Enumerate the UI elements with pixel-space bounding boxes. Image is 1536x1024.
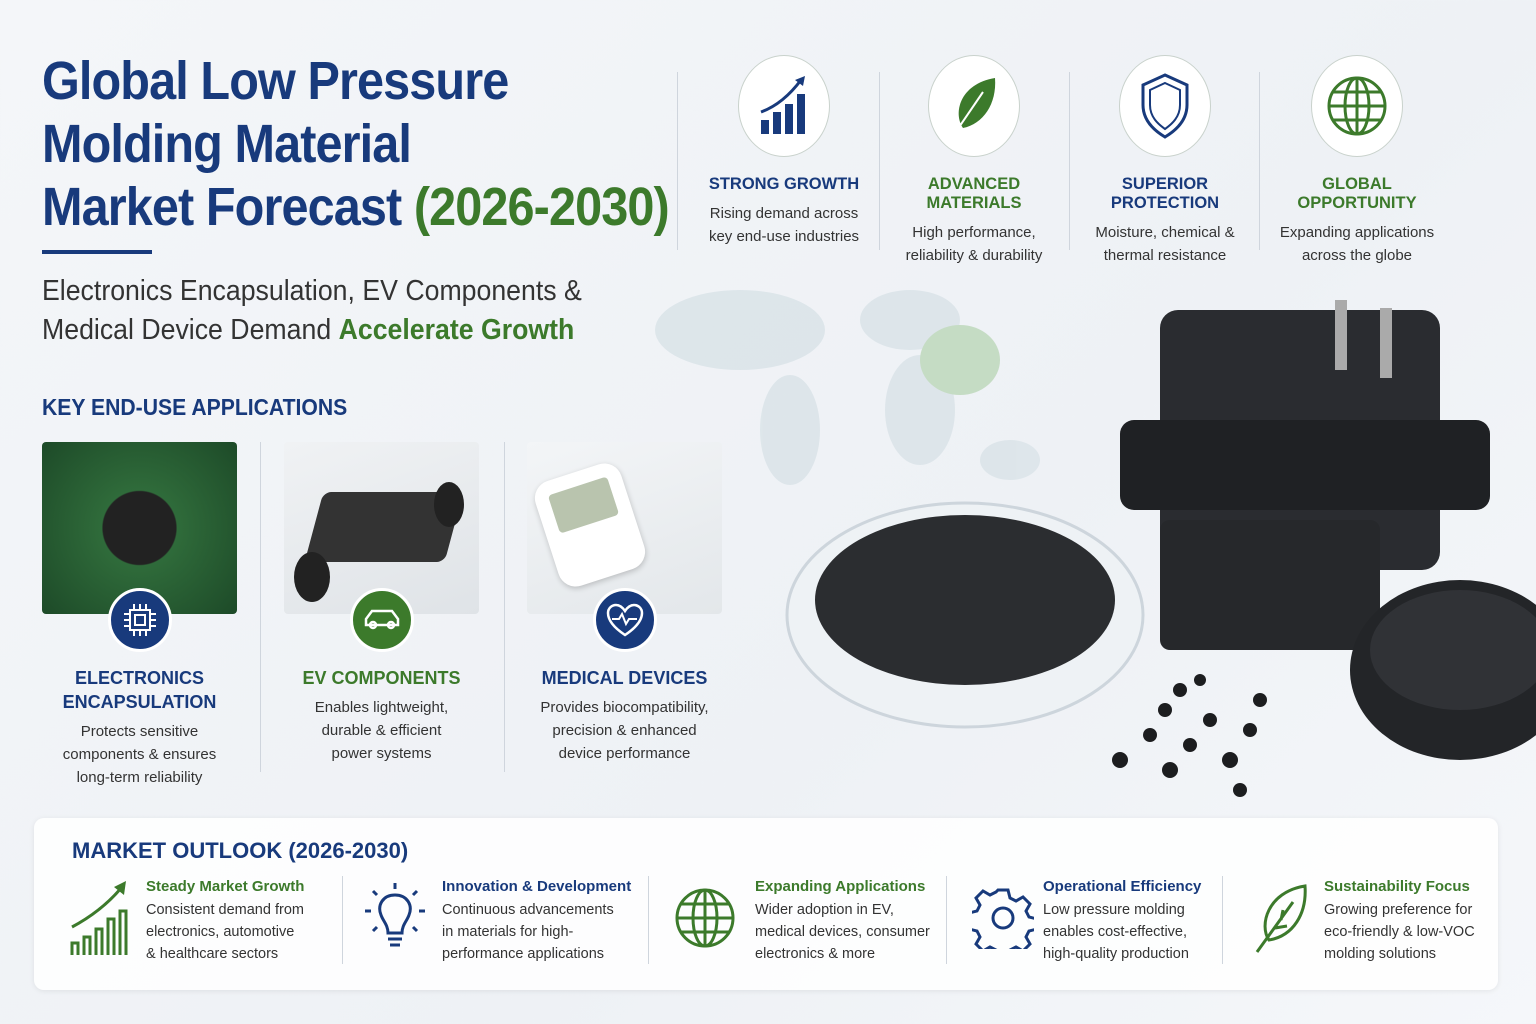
ev-chassis-photo xyxy=(284,442,479,614)
application-ev: EV COMPONENTS Enables lightweight, durabl… xyxy=(284,442,479,765)
divider xyxy=(342,876,343,964)
outlook-item-efficiency: Operational Efficiency Low pressure moldi… xyxy=(968,878,1263,965)
outlook-item-growth: Steady Market Growth Consistent demand fr… xyxy=(64,878,359,965)
globe-icon xyxy=(675,888,735,948)
page-title: Global Low Pressure Molding Material Mar… xyxy=(42,51,670,237)
medical-device-photo xyxy=(527,442,722,614)
divider xyxy=(648,876,649,964)
outlook-item-sustainability: Sustainability Focus Growing preference f… xyxy=(1246,878,1536,965)
world-map-illustration xyxy=(655,290,1040,485)
divider xyxy=(1222,876,1223,964)
gear-icon xyxy=(972,888,1034,949)
car-icon xyxy=(364,609,399,630)
subtitle: Electronics Encapsulation, EV Components… xyxy=(42,275,582,346)
title-divider xyxy=(42,250,152,254)
product-photo-materials xyxy=(785,300,1536,797)
bar-chart-growth-icon xyxy=(760,76,805,134)
feature-global-opportunity: GLOBAL OPPORTUNITY Expanding application… xyxy=(1262,55,1452,267)
shield-icon xyxy=(1141,73,1189,139)
lightbulb-icon xyxy=(365,883,425,947)
divider xyxy=(946,876,947,964)
feature-advanced-materials: ADVANCED MATERIALS High performance, reli… xyxy=(879,55,1069,267)
divider xyxy=(504,442,505,772)
divider xyxy=(1259,72,1260,250)
divider xyxy=(879,72,880,250)
application-medical: MEDICAL DEVICES Provides biocompatibilit… xyxy=(527,442,722,765)
leaf-icon xyxy=(952,78,996,137)
feature-superior-protection: SUPERIOR PROTECTION Moisture, chemical &… xyxy=(1070,55,1260,267)
outlook-item-applications: Expanding Applications Wider adoption in … xyxy=(670,878,965,965)
leaf-icon xyxy=(1255,884,1307,953)
application-electronics: ELECTRONICS ENCAPSULATION Protects sensit… xyxy=(42,442,237,789)
divider xyxy=(677,72,678,250)
growth-chart-icon xyxy=(70,881,128,955)
outlook-item-innovation: Innovation & Development Continuous advan… xyxy=(360,878,655,965)
feature-strong-growth: STRONG GROWTH Rising demand across key en… xyxy=(689,55,879,248)
circuit-board-photo xyxy=(42,442,237,614)
divider xyxy=(1069,72,1070,250)
section-heading-applications: KEY END-USE APPLICATIONS xyxy=(42,394,348,420)
market-outlook-panel: MARKET OUTLOOK (2026-2030) Steady Market… xyxy=(34,818,1498,990)
chip-icon xyxy=(123,604,156,636)
outlook-title: MARKET OUTLOOK (2026-2030) xyxy=(72,838,409,863)
divider xyxy=(260,442,261,772)
heart-pulse-icon xyxy=(606,603,643,637)
globe-icon xyxy=(1327,76,1387,136)
